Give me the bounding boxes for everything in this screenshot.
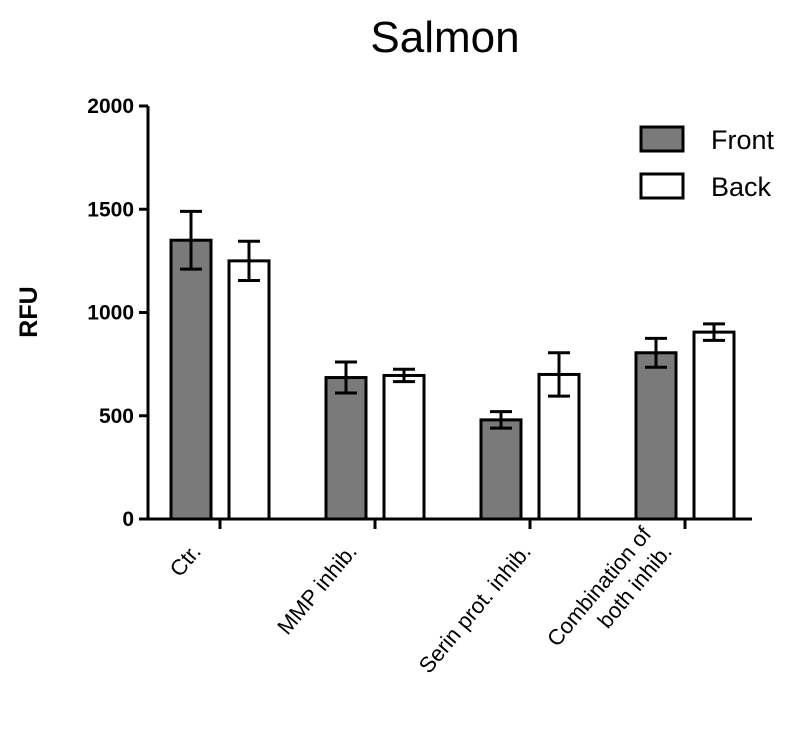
bar-front bbox=[634, 351, 678, 521]
x-tick-label: Serin prot. inhib. bbox=[414, 539, 536, 678]
x-tick-label-line: Serin prot. inhib. bbox=[414, 539, 536, 678]
y-tick-label: 1000 bbox=[87, 302, 134, 325]
legend: Front Back bbox=[639, 125, 775, 202]
y-axis-label: RFU bbox=[15, 286, 43, 337]
bar-front bbox=[324, 376, 368, 521]
x-tick-label-line: MMP inhib. bbox=[272, 539, 362, 639]
x-tick-label: Ctr. bbox=[165, 539, 206, 581]
chart-title: Salmon bbox=[370, 13, 519, 62]
legend-label-front: Front bbox=[711, 125, 775, 155]
x-tick-label: MMP inhib. bbox=[272, 539, 362, 639]
legend-label-back: Back bbox=[711, 172, 772, 202]
bar-back bbox=[227, 259, 271, 521]
bar-back bbox=[382, 373, 426, 521]
bar-back bbox=[692, 330, 736, 521]
x-tick-label-line: Ctr. bbox=[165, 539, 206, 581]
legend-swatch-front bbox=[639, 125, 685, 153]
bars bbox=[169, 209, 736, 529]
legend-swatch-back bbox=[639, 172, 685, 200]
x-tick-label: Combination ofboth inhib. bbox=[542, 521, 678, 668]
bar-front bbox=[479, 418, 523, 521]
y-tick-label: 1500 bbox=[87, 198, 134, 221]
y-tick-label: 0 bbox=[122, 508, 134, 531]
x-tick-labels: Ctr. MMP inhib. Serin prot. inhib. Combinat… bbox=[165, 521, 678, 678]
y-tick-label: 500 bbox=[99, 405, 134, 428]
y-tick-label: 2000 bbox=[87, 95, 134, 118]
bar-front bbox=[169, 238, 213, 521]
